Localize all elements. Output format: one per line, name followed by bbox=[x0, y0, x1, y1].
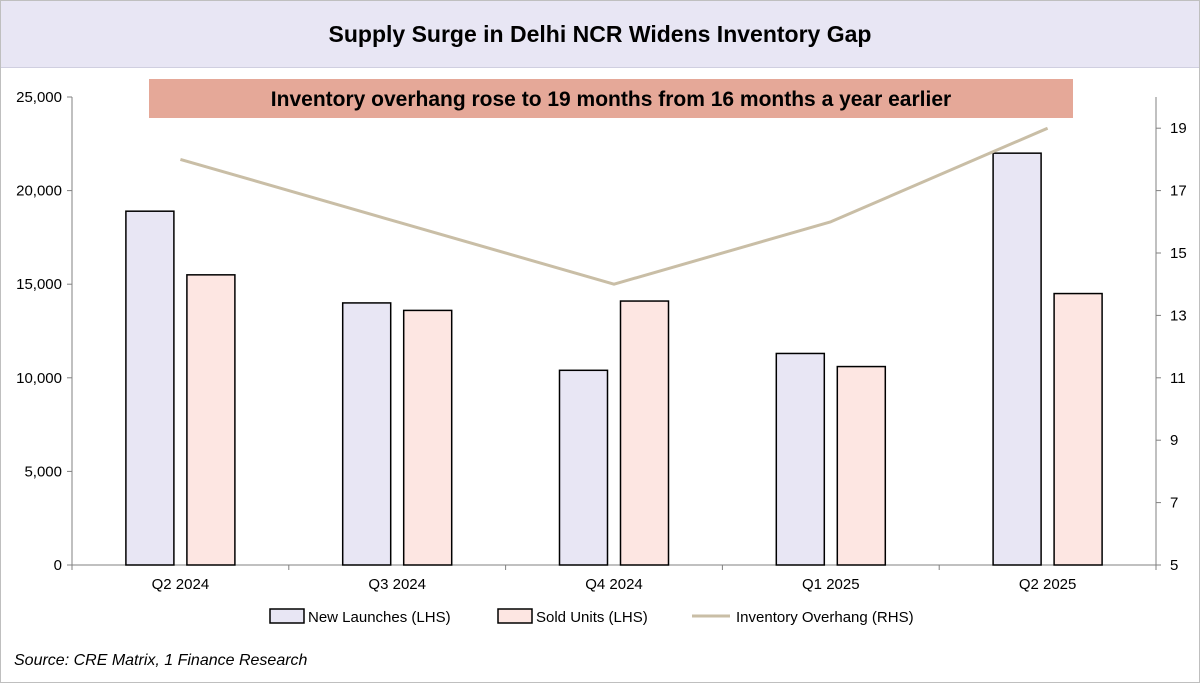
bar-new-launches bbox=[992, 152, 1042, 566]
legend-swatch-sold-units bbox=[497, 608, 533, 624]
bar-new-launches bbox=[775, 352, 826, 566]
right-axis-tick-label: 15 bbox=[1170, 245, 1187, 262]
source-note: Source: CRE Matrix, 1 Finance Research bbox=[14, 652, 308, 669]
x-axis-tick-label: Q2 2024 bbox=[152, 576, 210, 593]
right-axis-tick-label: 17 bbox=[1170, 183, 1187, 200]
line-inventory-overhang bbox=[179, 126, 1049, 286]
left-axis-tick-label: 20,000 bbox=[16, 183, 62, 200]
bar-sold-units bbox=[1053, 292, 1103, 566]
right-axis-tick-label: 13 bbox=[1170, 307, 1187, 324]
left-axis-tick-label: 5,000 bbox=[24, 463, 62, 480]
bar-new-launches bbox=[125, 210, 175, 566]
left-axis-tick-label: 15,000 bbox=[16, 276, 62, 293]
x-axis-tick-label: Q1 2025 bbox=[802, 576, 860, 593]
bar-sold-units bbox=[619, 300, 670, 566]
right-axis-tick-label: 11 bbox=[1170, 370, 1186, 387]
bar-new-launches bbox=[558, 369, 609, 566]
chart-title: Supply Surge in Delhi NCR Widens Invento… bbox=[328, 21, 872, 47]
bar-sold-units bbox=[186, 274, 236, 566]
title-bar: Supply Surge in Delhi NCR Widens Invento… bbox=[1, 1, 1199, 68]
legend-label-new-launches: New Launches (LHS) bbox=[308, 609, 451, 626]
bar-new-launches bbox=[341, 302, 392, 566]
right-axis-tick-label: 5 bbox=[1170, 557, 1178, 574]
right-axis-tick-label: 19 bbox=[1170, 120, 1187, 137]
x-axis-tick-label: Q3 2024 bbox=[368, 576, 426, 593]
legend-label-sold-units: Sold Units (LHS) bbox=[536, 609, 648, 626]
x-axis-tick-label: Q4 2024 bbox=[585, 576, 643, 593]
bar-sold-units bbox=[402, 309, 453, 566]
left-axis-tick-label: 10,000 bbox=[16, 370, 62, 387]
legend-swatch-new-launches bbox=[269, 608, 305, 624]
legend-label-inventory-overhang: Inventory Overhang (RHS) bbox=[736, 609, 914, 626]
left-axis-tick-label: 25,000 bbox=[16, 89, 62, 106]
right-axis-tick-label: 9 bbox=[1170, 432, 1178, 449]
annotation-banner bbox=[149, 79, 1073, 118]
x-axis-tick-label: Q2 2025 bbox=[1019, 576, 1077, 593]
annotation-text: Inventory overhang rose to 19 months fro… bbox=[271, 88, 951, 111]
left-axis-tick-label: 0 bbox=[54, 557, 62, 574]
right-axis-tick-label: 7 bbox=[1170, 495, 1178, 512]
bar-sold-units bbox=[836, 365, 887, 566]
